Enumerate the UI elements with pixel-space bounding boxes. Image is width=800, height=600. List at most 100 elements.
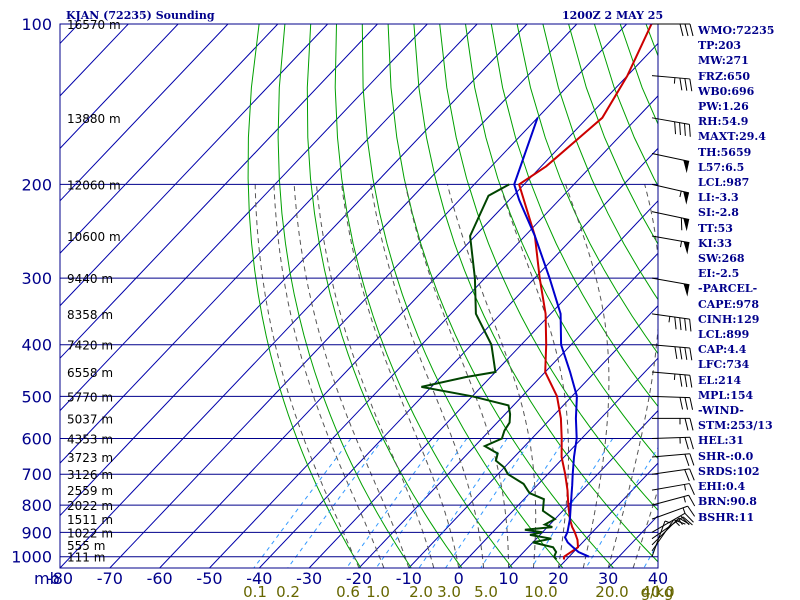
index-line: -WIND-: [698, 404, 744, 418]
pressure-tick-label: 900: [21, 523, 52, 542]
y-unit-label: mb: [34, 569, 60, 588]
height-label: 2559 m: [67, 484, 113, 498]
index-line: LI:-3.3: [698, 191, 739, 205]
index-line: SHR-:0.0: [698, 449, 754, 463]
mixing-ratio-line: [445, 438, 533, 568]
wind-barb-shaft: [651, 75, 690, 80]
height-label: 111 m: [67, 551, 105, 565]
height-label: 5770 m: [67, 390, 113, 404]
mixing-ratio-line: [418, 438, 508, 568]
isotherm-line: [458, 357, 658, 568]
mixing-ratio-line: [253, 438, 352, 568]
index-line: LCL:899: [698, 328, 750, 342]
index-line: TT:53: [698, 221, 733, 235]
mixing-ratio-label: 1.0: [366, 583, 390, 600]
wind-barb-full: [679, 317, 682, 331]
index-line: CAP:4.4: [698, 343, 747, 357]
wind-barb-full: [689, 418, 694, 431]
wind-barb-full: [688, 495, 696, 507]
index-line: FRZ:650: [698, 69, 751, 83]
isotherm-line: [60, 24, 328, 307]
dry-adiabat: [413, 24, 658, 563]
plot-area: [60, 24, 658, 568]
wind-barb-full: [679, 23, 684, 37]
wind-barb-flag: [683, 160, 690, 174]
dry-adiabat: [439, 24, 658, 511]
wind-barb-shaft: [651, 371, 690, 376]
height-label: 6558 m: [67, 366, 113, 380]
pressure-tick-label: 400: [21, 336, 52, 355]
wind-barb-half: [679, 190, 682, 198]
height-label: 13880 m: [67, 112, 121, 126]
mixing-ratio-line: [585, 446, 658, 568]
height-label: 3723 m: [67, 451, 113, 465]
pressure-tick-label: 100: [21, 15, 52, 34]
wind-barb-shaft: [651, 494, 689, 506]
wind-barb-full: [684, 512, 694, 523]
isotherm-line: [209, 95, 658, 568]
index-line: SI:-2.8: [698, 206, 739, 220]
wind-barb-flag: [683, 241, 690, 255]
wind-barb-shaft: [651, 519, 675, 552]
mixing-ratio-line: [375, 438, 468, 568]
index-line: LFC:734: [698, 358, 750, 372]
wind-barb-shaft: [651, 344, 690, 349]
wind-barb-full: [679, 397, 684, 410]
wind-barb-flag: [683, 283, 690, 297]
moist-adiabat: [404, 184, 509, 568]
wind-barb-half: [664, 520, 671, 524]
wind-barb-full: [689, 78, 693, 92]
moist-adiabat: [565, 184, 610, 568]
wind-barb-full: [688, 124, 691, 137]
height-label: 12060 m: [67, 178, 121, 192]
wind-barb-half: [683, 496, 686, 503]
indices-panel: WMO:72235 TP:203 MW:271 FRZ:650 WB0:696 PW:1.…: [698, 23, 798, 525]
wind-barb-half: [682, 507, 686, 514]
plot-frame: [59, 23, 659, 569]
isotherm-line: [308, 200, 658, 568]
wind-barb-full: [679, 122, 681, 136]
wind-barb-flag: [683, 191, 690, 205]
dry-adiabat: [334, 24, 513, 568]
mixing-ratio-line: [531, 438, 614, 568]
wind-barb-full: [682, 516, 693, 526]
temperature-line: [517, 24, 653, 560]
height-label: 5037 m: [67, 412, 113, 426]
wind-barb-full: [689, 319, 692, 332]
height-label: 9440 m: [67, 272, 113, 286]
wind-barb-shaft: [651, 468, 690, 475]
index-line: SW:268: [698, 252, 745, 266]
isotherm-line: [358, 252, 658, 568]
index-line: MPL:154: [698, 388, 754, 402]
wind-barb-shaft: [651, 517, 680, 546]
height-label: 2022 m: [67, 499, 113, 513]
isotherm-line: [60, 24, 578, 568]
moist-adiabat: [607, 184, 658, 568]
moist-adiabat: [341, 184, 460, 568]
moist-adiabat: [447, 184, 537, 568]
index-line: EI:-2.5: [698, 267, 740, 281]
pressure-tick-label: 800: [21, 496, 52, 515]
dry-adiabat: [306, 24, 463, 568]
wind-barb-shaft: [651, 117, 690, 125]
mixing-ratio-label: 10.0: [524, 583, 557, 600]
wind-barb-full: [689, 437, 694, 450]
wind-barb-shaft: [651, 183, 690, 194]
pressure-tick-label: 500: [21, 387, 52, 406]
wind-barb-shaft: [651, 505, 688, 520]
isotherm-line: [60, 24, 179, 150]
wind-barb-full: [674, 316, 677, 330]
wind-barb-shaft: [651, 152, 690, 162]
temperature-tick-label: -40: [246, 569, 272, 588]
station-title: KJAN (72235) Sounding: [66, 9, 215, 22]
isotherm-line: [508, 409, 658, 568]
moist-adiabat: [370, 184, 485, 568]
wind-barb-full: [689, 375, 693, 388]
index-line: KI:33: [698, 236, 733, 250]
isotherm-line: [60, 24, 378, 359]
mixing-ratio-label: 5.0: [474, 583, 498, 600]
wind-barb-full: [688, 483, 695, 496]
dry-adiabat: [542, 24, 658, 301]
mixing-ratio-label: 20.0: [595, 583, 628, 600]
